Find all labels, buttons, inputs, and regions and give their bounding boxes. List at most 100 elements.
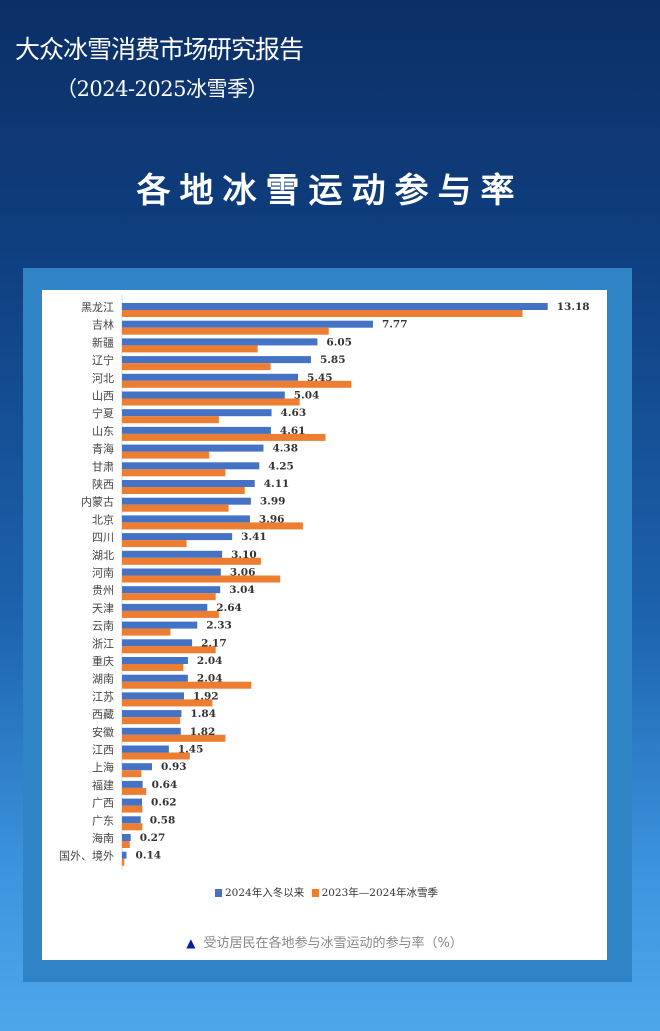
bar-2024 [122, 727, 181, 735]
bar-2024 [122, 816, 141, 824]
category-label: 河北 [92, 372, 114, 385]
data-label: 2.64 [216, 602, 242, 614]
bar-2024 [122, 426, 271, 434]
data-label: 5.45 [307, 372, 333, 384]
bar-2023 [122, 752, 190, 760]
bar-2023 [122, 487, 245, 494]
data-label: 3.10 [231, 549, 257, 561]
data-label: 1.84 [190, 708, 216, 720]
bar-2024 [122, 639, 193, 647]
data-label: 4.25 [268, 460, 294, 472]
data-label: 0.62 [151, 797, 177, 809]
bar-2024 [122, 851, 127, 859]
bar-2024 [122, 710, 182, 718]
data-label: 0.58 [150, 814, 176, 826]
bar-2023 [122, 380, 352, 388]
bar-2023 [122, 805, 143, 813]
category-label: 上海 [92, 760, 114, 774]
bar-2023 [122, 823, 143, 831]
data-label: 3.04 [229, 584, 255, 596]
bar-2023 [122, 398, 300, 406]
data-label: 2.17 [201, 637, 227, 649]
bar-2024 [122, 568, 221, 576]
category-label: 内蒙古 [81, 495, 114, 509]
data-label: 3.41 [241, 531, 267, 543]
legend-label-2023: 2023年—2024年冰雪季 [321, 887, 439, 899]
bar-2024 [122, 657, 188, 664]
bar-2024 [122, 798, 143, 806]
category-label: 江西 [92, 744, 114, 757]
category-label: 湖北 [92, 549, 114, 562]
bar-2024 [122, 692, 185, 700]
category-label: 山西 [92, 390, 114, 403]
category-label: 福建 [92, 778, 114, 792]
bar-2023 [122, 327, 329, 335]
category-label: 广西 [92, 797, 114, 810]
report-subtitle: （2024-2025冰雪季） [56, 77, 268, 101]
legend-swatch-2023 [311, 889, 319, 897]
data-label: 2.33 [206, 620, 232, 632]
data-label: 1.82 [190, 726, 216, 738]
bar-2024 [122, 409, 272, 417]
data-label: 0.64 [152, 779, 178, 791]
data-label: 5.04 [294, 390, 320, 402]
legend-label-2024: 2024年入冬以来 [224, 887, 305, 899]
bar-2023 [122, 451, 210, 459]
bar-2023 [122, 540, 187, 548]
bar-2024 [122, 763, 153, 771]
data-label: 0.14 [136, 850, 162, 862]
category-label: 云南 [92, 620, 114, 633]
category-label: 海南 [92, 831, 114, 845]
bar-2024 [122, 320, 373, 328]
bar-2023 [122, 469, 226, 477]
bar-chart: 黑龙江 13.18 吉林 7.77 新疆 6.05 辽宁 5.85 河北 5.45 山西 5.04 宁夏… [59, 295, 590, 870]
bar-2023 [122, 522, 303, 530]
bar-2023 [122, 628, 171, 636]
category-label: 宁夏 [92, 406, 114, 420]
category-label: 青海 [92, 442, 114, 456]
data-label: 0.27 [140, 832, 166, 844]
category-label: 甘肃 [92, 460, 114, 473]
bar-2023 [122, 681, 252, 689]
data-label: 7.77 [382, 319, 408, 331]
bar-2023 [122, 646, 216, 654]
caption-text: 受访居民在各地参与冰雪运动的参与率（%） [203, 936, 463, 951]
bar-2023 [122, 575, 281, 583]
bar-2024 [122, 603, 208, 611]
data-label: 4.63 [281, 407, 307, 419]
bar-2023 [122, 416, 219, 424]
category-label: 辽宁 [92, 353, 114, 367]
category-label: 吉林 [92, 318, 114, 332]
chart-legend: 2024年入冬以来 2023年—2024年冰雪季 [42, 885, 607, 900]
bar-2024 [122, 780, 143, 788]
data-label: 3.99 [260, 496, 286, 508]
data-label: 3.96 [259, 513, 285, 525]
bar-2023 [122, 433, 326, 441]
data-label: 1.92 [193, 690, 219, 702]
bar-2024 [122, 745, 169, 753]
data-label: 4.38 [272, 443, 298, 455]
bar-2023 [122, 593, 216, 601]
bar-2024 [122, 834, 131, 841]
category-label: 陕西 [92, 477, 114, 491]
chart-card: 黑龙江 13.18 吉林 7.77 新疆 6.05 辽宁 5.85 河北 5.45 山西 5.04 宁夏… [42, 290, 607, 960]
data-label: 1.45 [178, 744, 204, 756]
report-title: 大众冰雪消费市场研究报告 [15, 35, 304, 64]
bar-2023 [122, 734, 226, 742]
category-label: 西藏 [92, 708, 114, 721]
bar-2023 [122, 557, 261, 565]
bar-2024 [122, 515, 250, 523]
bar-2023 [122, 699, 213, 707]
bar-2023 [122, 345, 258, 353]
legend-swatch-2024 [214, 889, 222, 897]
bar-2024 [122, 338, 318, 346]
triangle-icon: ▲ [186, 936, 196, 950]
bar-2023 [122, 841, 130, 848]
bar-2024 [122, 533, 233, 541]
data-label: 5.85 [320, 354, 346, 366]
data-label: 6.05 [326, 336, 352, 348]
bar-2024 [122, 356, 311, 364]
category-label: 重庆 [92, 654, 114, 668]
category-label: 天津 [92, 602, 114, 615]
category-label: 湖南 [92, 673, 114, 686]
